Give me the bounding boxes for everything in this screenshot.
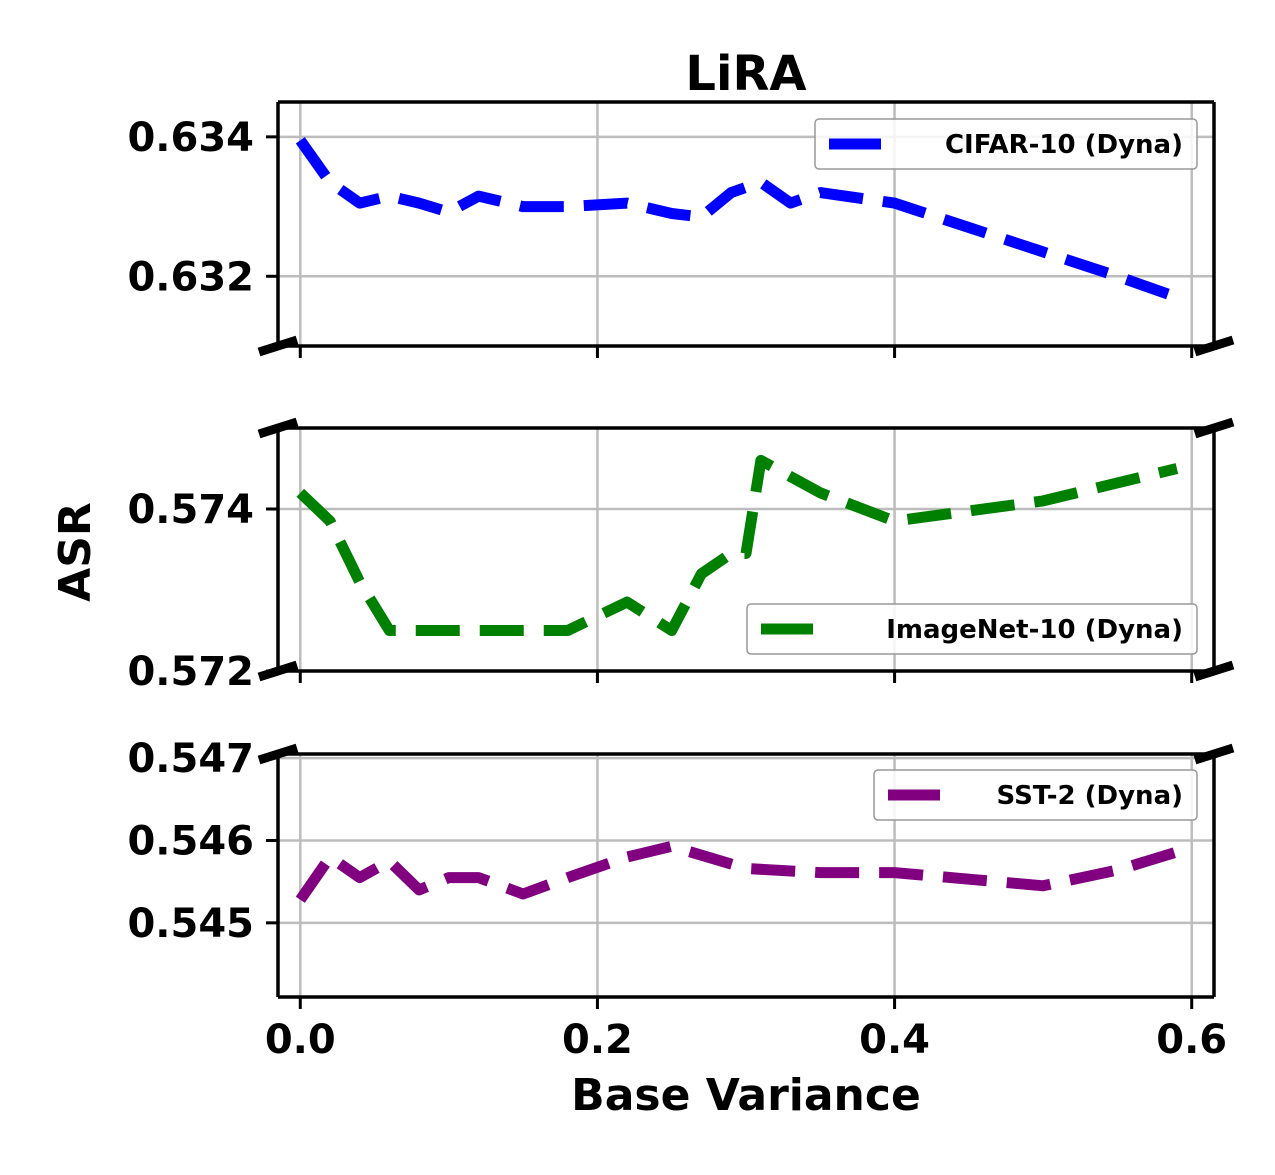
- legend-label: ImageNet-10 (Dyna): [886, 615, 1183, 645]
- y-tick-label: 0.546: [127, 818, 254, 864]
- legend-box: [746, 603, 1198, 655]
- y-tick-label: 0.634: [127, 115, 254, 161]
- chart-title: LiRA: [685, 46, 806, 102]
- y-axis-label: ASR: [50, 502, 101, 602]
- axis-break-mark: [257, 743, 299, 765]
- series-line-3: [295, 840, 1179, 903]
- y-tick-label: 0.545: [127, 901, 254, 947]
- legend-label: CIFAR-10 (Dyna): [945, 130, 1183, 160]
- axis-break-mark: [1193, 743, 1235, 765]
- x-tick-label: 0.4: [859, 1017, 930, 1063]
- y-tick-label: 0.572: [127, 649, 254, 695]
- axis-break-mark: [257, 335, 299, 357]
- y-tick-label: 0.632: [127, 254, 254, 300]
- y-tick-label: 0.547: [127, 736, 254, 782]
- axis-break-mark: [257, 417, 299, 439]
- legend-box: [814, 118, 1198, 170]
- x-tick-label: 0.6: [1156, 1017, 1227, 1063]
- axis-break-mark: [1193, 417, 1235, 439]
- panel-1: 0.632 0.634 CIFAR-10 (Dyna): [127, 100, 1235, 358]
- x-tick-label: 0.0: [265, 1017, 336, 1063]
- x-tick-label: 0.2: [562, 1017, 633, 1063]
- axis-break-mark: [1193, 660, 1235, 682]
- legend-box: [873, 769, 1198, 821]
- series-line-1: [295, 137, 1179, 303]
- y-tick-label: 0.574: [127, 487, 254, 533]
- x-axis-label: Base Variance: [571, 1070, 921, 1121]
- axis-break-mark: [1193, 335, 1235, 357]
- panel-3: 0.545 0.546 0.547 SST-2 (Dyna): [127, 736, 1235, 1009]
- panel-2: 0.572 0.574 ImageNet-10 (Dyna): [127, 417, 1235, 695]
- legend-label: SST-2 (Dyna): [997, 781, 1183, 811]
- series-line-2: [296, 454, 1179, 636]
